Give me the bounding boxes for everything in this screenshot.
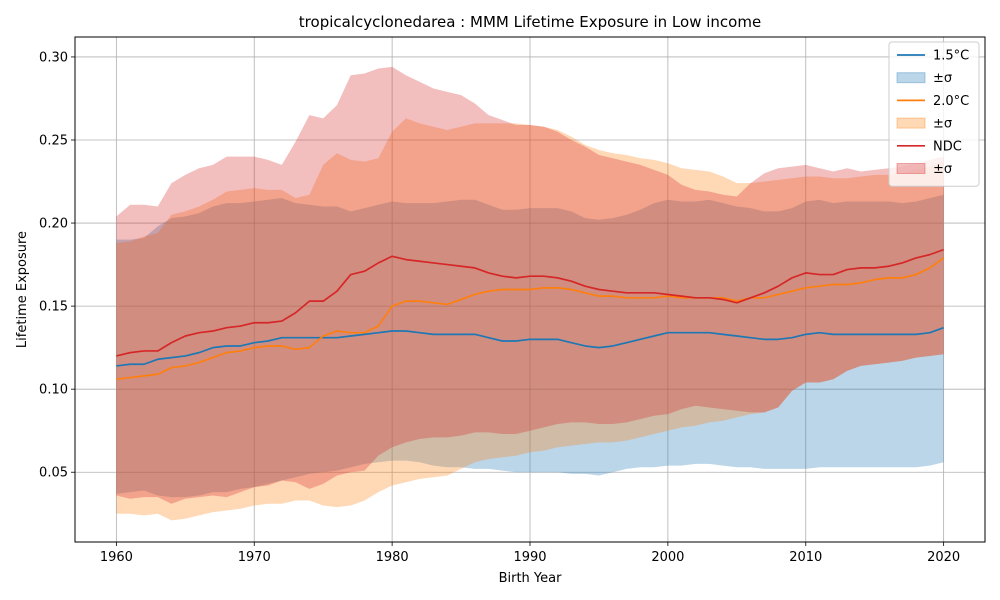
band-15c [116, 194, 944, 498]
y-tick-label: 0.20 [39, 217, 68, 232]
legend-label: NDC [933, 139, 962, 154]
band-ndc [116, 66, 944, 504]
y-tick-label: 0.05 [39, 466, 68, 481]
gridlines [75, 37, 985, 542]
x-axis-ticks: 1960 1970 1980 1990 2000 2010 2020 [100, 542, 960, 565]
y-tick-label: 0.10 [39, 383, 68, 398]
x-axis-label: Birth Year [499, 571, 563, 586]
x-tick-label: 1980 [376, 550, 409, 565]
legend-label: ±σ [933, 117, 952, 132]
y-axis-ticks: 0.05 0.10 0.15 0.20 0.25 0.30 [39, 50, 75, 481]
legend-label: ±σ [933, 162, 952, 177]
legend-band-swatch [896, 117, 926, 129]
line-ndc [116, 248, 944, 357]
uncertainty-bands [116, 66, 944, 521]
x-tick-label: 2020 [927, 550, 960, 565]
x-tick-label: 2010 [789, 550, 822, 565]
y-tick-label: 0.15 [39, 300, 68, 315]
line-20c [116, 257, 945, 381]
line-15c [116, 326, 944, 367]
chart-title: tropicalcyclonedarea : MMM Lifetime Expo… [299, 13, 761, 31]
x-tick-label: 1960 [100, 550, 133, 565]
legend-box [888, 41, 980, 187]
legend-band-swatch [896, 163, 926, 174]
y-tick-label: 0.30 [39, 50, 68, 65]
series-lines [116, 248, 945, 381]
band-20c [116, 118, 944, 521]
legend-label: 2.0°C [933, 94, 969, 109]
y-tick-label: 0.25 [39, 133, 68, 148]
x-tick-label: 1970 [238, 550, 271, 565]
legend-label: ±σ [933, 71, 952, 86]
legend-band-swatch [896, 72, 926, 84]
x-tick-label: 2000 [651, 550, 684, 565]
legend-label: 1.5°C [933, 49, 969, 64]
legend: 1.5°C ±σ 2.0°C ±σ NDC ±σ [888, 41, 980, 187]
x-tick-label: 1990 [513, 550, 546, 565]
y-axis-label: Lifetime Exposure [15, 231, 30, 348]
